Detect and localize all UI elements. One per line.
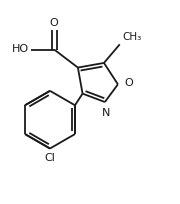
Text: Cl: Cl [45,153,55,163]
Text: CH₃: CH₃ [122,32,141,42]
Text: O: O [49,18,58,28]
Text: HO: HO [12,44,29,54]
Text: O: O [124,78,133,88]
Text: N: N [102,108,110,118]
